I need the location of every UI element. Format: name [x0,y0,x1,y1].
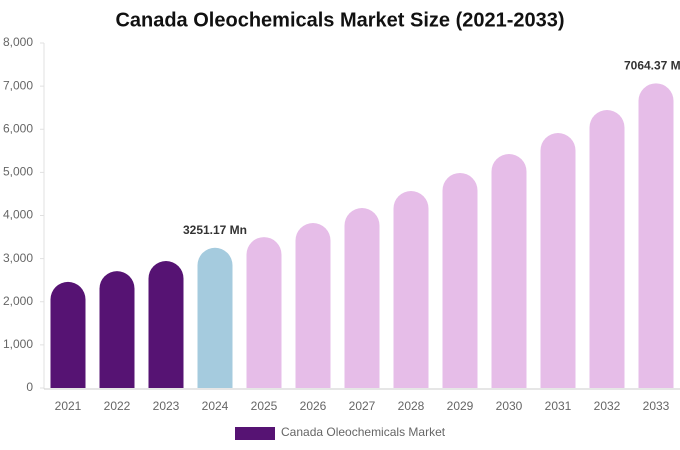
y-tick-label: 8,000 [3,35,33,49]
x-tick-label: 2026 [300,399,327,413]
bar [246,237,282,388]
y-tick-label: 3,000 [3,251,33,265]
x-tick-label: 2023 [153,399,180,413]
bar [295,223,331,388]
data-label: 7064.37 Mn [624,59,680,73]
x-tick-label: 2024 [202,399,229,413]
y-tick-label: 1,000 [3,337,33,351]
bar [540,133,576,388]
x-tick-label: 2025 [251,399,278,413]
chart-title: Canada Oleochemicals Market Size (2021-2… [115,9,564,31]
bar [99,271,135,388]
y-tick-label: 4,000 [3,208,33,222]
legend-swatch [235,427,275,440]
x-tick-label: 2029 [447,399,474,413]
bar [393,191,429,388]
x-tick-label: 2021 [55,399,82,413]
bar [344,207,380,388]
legend-label: Canada Oleochemicals Market [281,425,446,439]
y-tick-label: 7,000 [3,78,33,92]
x-tick-label: 2032 [594,399,621,413]
y-tick-label: 2,000 [3,294,33,308]
bar [589,110,625,389]
y-tick-label: 0 [26,380,33,394]
x-tick-label: 2022 [104,399,131,413]
bar [50,281,86,388]
bar [148,260,184,388]
x-tick-label: 2028 [398,399,425,413]
x-tick-label: 2027 [349,399,376,413]
x-tick-label: 2030 [496,399,523,413]
data-label: 3251.17 Mn [183,223,247,237]
bar [197,247,233,388]
bar [638,83,674,388]
x-tick-label: 2033 [643,399,670,413]
bar [442,172,478,388]
y-tick-label: 6,000 [3,121,33,135]
y-tick-label: 5,000 [3,165,33,179]
x-tick-label: 2031 [545,399,572,413]
bar [491,154,527,388]
